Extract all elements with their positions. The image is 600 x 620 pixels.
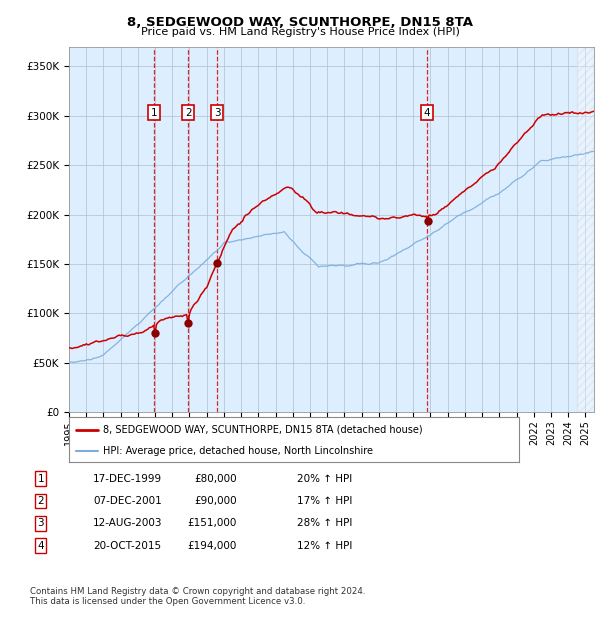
Text: 17-DEC-1999: 17-DEC-1999 <box>93 474 162 484</box>
Text: 12-AUG-2003: 12-AUG-2003 <box>93 518 163 528</box>
Text: £194,000: £194,000 <box>188 541 237 551</box>
Text: 4: 4 <box>424 108 430 118</box>
Text: 2: 2 <box>185 108 191 118</box>
Text: 28% ↑ HPI: 28% ↑ HPI <box>297 518 352 528</box>
Text: 8, SEDGEWOOD WAY, SCUNTHORPE, DN15 8TA (detached house): 8, SEDGEWOOD WAY, SCUNTHORPE, DN15 8TA (… <box>103 425 422 435</box>
Text: 4: 4 <box>37 541 44 551</box>
Text: 2: 2 <box>37 496 44 506</box>
Text: 20-OCT-2015: 20-OCT-2015 <box>93 541 161 551</box>
Text: 20% ↑ HPI: 20% ↑ HPI <box>297 474 352 484</box>
Text: This data is licensed under the Open Government Licence v3.0.: This data is licensed under the Open Gov… <box>30 597 305 606</box>
Text: 1: 1 <box>151 108 158 118</box>
Text: 07-DEC-2001: 07-DEC-2001 <box>93 496 162 506</box>
Text: 3: 3 <box>37 518 44 528</box>
Text: Contains HM Land Registry data © Crown copyright and database right 2024.: Contains HM Land Registry data © Crown c… <box>30 587 365 596</box>
Text: £90,000: £90,000 <box>194 496 237 506</box>
Text: HPI: Average price, detached house, North Lincolnshire: HPI: Average price, detached house, Nort… <box>103 446 373 456</box>
Text: Price paid vs. HM Land Registry's House Price Index (HPI): Price paid vs. HM Land Registry's House … <box>140 27 460 37</box>
Text: 8, SEDGEWOOD WAY, SCUNTHORPE, DN15 8TA: 8, SEDGEWOOD WAY, SCUNTHORPE, DN15 8TA <box>127 16 473 29</box>
Text: 3: 3 <box>214 108 221 118</box>
Text: 1: 1 <box>37 474 44 484</box>
Text: 17% ↑ HPI: 17% ↑ HPI <box>297 496 352 506</box>
Text: £151,000: £151,000 <box>188 518 237 528</box>
Text: £80,000: £80,000 <box>194 474 237 484</box>
Text: 12% ↑ HPI: 12% ↑ HPI <box>297 541 352 551</box>
